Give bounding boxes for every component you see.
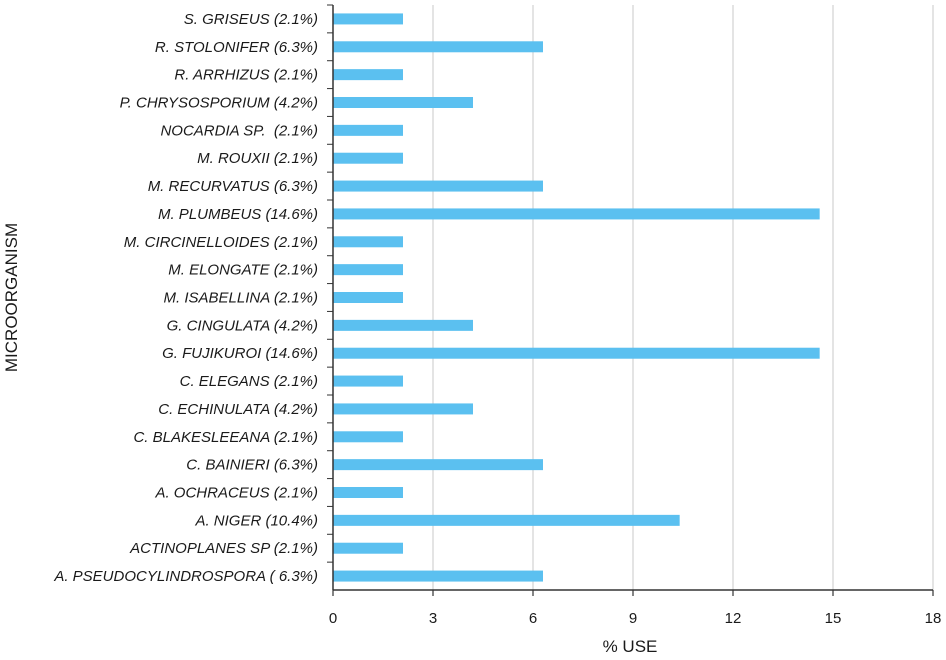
bar xyxy=(333,542,403,554)
category-label: C. BAINIERI (6.3%) xyxy=(186,457,318,474)
category-label: G. CINGULATA (4.2%) xyxy=(167,317,318,334)
bar xyxy=(333,459,543,471)
x-tick-label: 6 xyxy=(529,610,537,627)
bar xyxy=(333,152,403,164)
category-label: C. ECHINULATA (4.2%) xyxy=(158,401,318,418)
category-label: NOCARDIA SP. (2.1%) xyxy=(160,122,318,139)
category-label: M. ELONGATE (2.1%) xyxy=(168,262,318,279)
x-tick-label: 0 xyxy=(329,610,337,627)
x-tick-label: 18 xyxy=(925,610,942,627)
bar xyxy=(333,514,680,526)
bar xyxy=(333,69,403,81)
bar xyxy=(333,41,543,53)
x-tick-label: 3 xyxy=(429,610,437,627)
x-tick-label: 12 xyxy=(725,610,742,627)
category-label: P. CHRYSOSPORIUM (4.2%) xyxy=(120,95,318,112)
category-label: S. GRISEUS (2.1%) xyxy=(184,11,318,28)
category-label: M. RECURVATUS (6.3%) xyxy=(148,178,318,195)
category-label: M. ROUXII (2.1%) xyxy=(197,150,318,167)
bar xyxy=(333,208,820,220)
bar xyxy=(333,13,403,25)
category-label: M. ISABELLINA (2.1%) xyxy=(164,290,319,307)
bar xyxy=(333,180,543,192)
category-label: C. ELEGANS (2.1%) xyxy=(180,373,318,390)
bar xyxy=(333,292,403,303)
bar xyxy=(333,403,473,415)
bar xyxy=(333,487,403,498)
gridlines xyxy=(332,5,934,596)
bar xyxy=(333,97,473,108)
bar xyxy=(333,236,403,248)
bar xyxy=(333,570,543,582)
category-label: R. ARRHIZUS (2.1%) xyxy=(174,67,318,84)
category-label: M. CIRCINELLOIDES (2.1%) xyxy=(124,234,318,251)
category-label: A. NIGER (10.4%) xyxy=(194,512,318,529)
x-tick-label: 9 xyxy=(629,610,637,627)
bar xyxy=(333,319,473,331)
category-label: A. PSEUDOCYLINDROSPORA ( 6.3%) xyxy=(53,568,318,585)
bars xyxy=(327,4,820,582)
category-label: C. BLAKESLEEANA (2.1%) xyxy=(133,429,318,446)
category-label: R. STOLONIFER (6.3%) xyxy=(155,39,318,56)
bar xyxy=(333,375,403,387)
category-label: M. PLUMBEUS (14.6%) xyxy=(158,206,318,223)
y-axis-title: MICROORGANISM xyxy=(2,223,21,372)
category-label: G. FUJIKUROI (14.6%) xyxy=(162,345,318,362)
category-label: ACTINOPLANES SP (2.1%) xyxy=(129,540,318,557)
x-tick-label: 15 xyxy=(825,610,842,627)
bar xyxy=(333,431,403,443)
bar xyxy=(333,264,403,276)
x-axis-title: % USE xyxy=(603,637,658,656)
x-tick-labels: 0 3 6 9 12 15 18 xyxy=(329,610,942,627)
bar xyxy=(333,124,403,136)
category-labels: S. GRISEUS (2.1%) R. STOLONIFER (6.3%) R. … xyxy=(53,11,318,585)
category-label: A. OCHRACEUS (2.1%) xyxy=(154,485,318,502)
bar xyxy=(333,347,820,359)
